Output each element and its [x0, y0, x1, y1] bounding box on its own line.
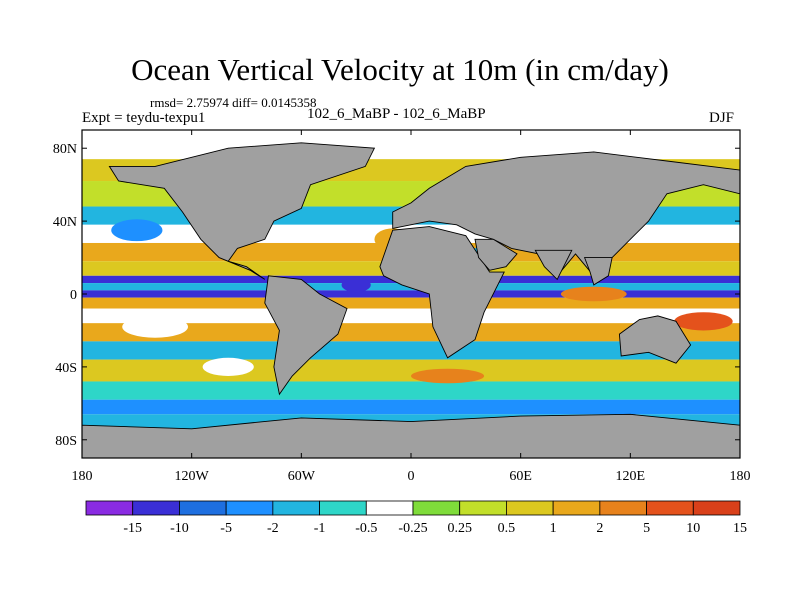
colorbar-label: 1 [550, 521, 557, 536]
stats-label: rmsd= 2.75974 diff= 0.0145358 [150, 95, 317, 110]
y-tick-label: 0 [70, 288, 77, 303]
x-tick-label: 60W [288, 469, 316, 484]
x-tick-label: 180 [72, 469, 93, 484]
colorbar-label: 5 [643, 521, 650, 536]
field-band [82, 308, 740, 324]
runs-label: 102_6_MaBP - 102_6_MaBP [307, 106, 486, 122]
colorbar-label: -1 [314, 521, 326, 536]
x-tick-label: 0 [408, 469, 415, 484]
y-tick-label: 40S [55, 361, 77, 376]
field-cell [674, 312, 733, 331]
colorbar-swatch [179, 500, 227, 516]
experiment-label: Expt = teydu-texpu1 [82, 110, 206, 126]
colorbar-swatch [319, 500, 367, 516]
colorbar-label: -0.5 [355, 521, 377, 536]
colorbar-swatch [132, 500, 180, 516]
colorbar-label: -10 [170, 521, 189, 536]
axis-ticks: 180 120W 60W 0 60E 120E 180 80N 40N 0 40S 80S [53, 130, 751, 484]
colorbar-swatch [506, 500, 554, 516]
colorbar: -15 -10 -5 -2 -1 -0.5 -0.25 0.25 0.5 1 2 5 10 15 [85, 500, 747, 536]
land-polygon [108, 142, 376, 280]
field-cell [560, 286, 627, 302]
colorbar-label: 0.25 [447, 521, 472, 536]
colorbar-label: 2 [596, 521, 603, 536]
field-cell [111, 219, 163, 242]
y-tick-label: 80S [55, 434, 77, 449]
land-mask [82, 142, 740, 458]
field-cell [122, 315, 189, 338]
colorbar-swatch [272, 500, 320, 516]
x-tick-label: 120W [175, 469, 210, 484]
y-tick-label: 40N [53, 215, 77, 230]
field-band [82, 359, 740, 382]
colorbar-swatch [692, 500, 741, 516]
colorbar-swatch [552, 500, 601, 516]
field-cell [411, 368, 485, 384]
colorbar-label: 15 [733, 521, 747, 536]
colorbar-swatch [599, 500, 647, 516]
land-polygon [264, 275, 348, 396]
chart-title: Ocean Vertical Velocity at 10m (in cm/da… [131, 52, 669, 87]
field-band [82, 399, 740, 415]
colorbar-label: -0.25 [398, 521, 427, 536]
x-tick-label: 60E [509, 469, 532, 484]
field-band [82, 323, 740, 342]
field-band [82, 381, 740, 400]
field-band [82, 297, 740, 309]
colorbar-swatch [85, 500, 134, 516]
land-polygon [82, 413, 740, 458]
colorbar-label: -15 [123, 521, 142, 536]
colorbar-label: -2 [267, 521, 279, 536]
colorbar-swatch [412, 500, 461, 516]
land-polygon [583, 257, 613, 286]
colorbar-label: 0.5 [498, 521, 516, 536]
colorbar-swatch [365, 500, 414, 516]
land-polygon [379, 226, 505, 359]
land-polygon [474, 238, 518, 271]
colorbar-swatch [646, 500, 694, 516]
colorbar-label: -5 [220, 521, 232, 536]
colorbar-label: 10 [686, 521, 700, 536]
season-label: DJF [709, 110, 735, 126]
field-band [82, 341, 740, 360]
field-band [82, 290, 740, 298]
field-cell [202, 357, 254, 376]
y-tick-label: 80N [53, 142, 77, 157]
x-tick-label: 120E [616, 469, 646, 484]
colorbar-swatch [225, 500, 274, 516]
field-cell [341, 277, 371, 293]
x-tick-label: 180 [730, 469, 751, 484]
land-polygon [534, 249, 573, 281]
colorbar-swatch [459, 500, 507, 516]
land-polygon [618, 315, 692, 364]
